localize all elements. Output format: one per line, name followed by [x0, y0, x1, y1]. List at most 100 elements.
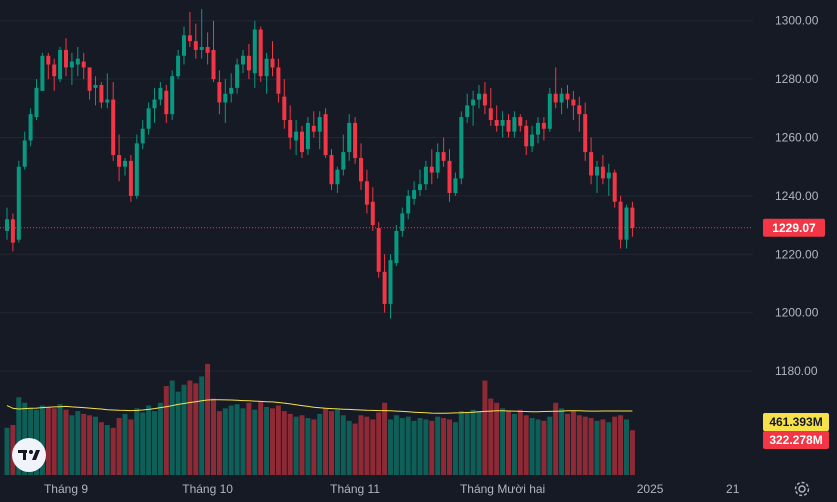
price-tick-label: 1220.00	[775, 247, 819, 261]
candle	[524, 119, 529, 156]
candle-body	[34, 87, 39, 118]
candle	[270, 41, 275, 77]
candle-body	[429, 166, 434, 173]
candle-body	[335, 169, 340, 185]
volume-last-label: 322.278M	[769, 433, 822, 447]
candle-body	[264, 58, 269, 77]
candle	[477, 84, 481, 109]
candle-body	[394, 230, 399, 264]
candle	[317, 111, 322, 150]
candle	[229, 73, 234, 103]
volume-bar	[376, 412, 382, 475]
candle-body	[353, 122, 358, 158]
candle	[176, 49, 181, 80]
candle-body	[10, 219, 15, 243]
candle	[506, 114, 511, 138]
candle-body	[288, 119, 293, 138]
volume-bar	[364, 416, 370, 475]
candle-body	[176, 55, 181, 77]
candle	[429, 149, 434, 185]
time-axis-panel[interactable]	[0, 475, 837, 502]
candle-body	[359, 157, 363, 182]
candle	[418, 169, 422, 196]
candle	[583, 102, 588, 161]
candle-body	[305, 122, 310, 150]
volume-bar	[476, 411, 482, 475]
volume-bar	[612, 416, 618, 475]
price-tick-label: 1260.00	[775, 131, 819, 145]
candle-body	[583, 114, 588, 153]
candle-body	[500, 119, 505, 126]
candle	[577, 96, 582, 132]
volume-bar	[4, 427, 10, 475]
candle-body	[388, 260, 393, 304]
gear-icon[interactable]	[794, 481, 810, 497]
volume-bar	[87, 415, 93, 475]
candle-body	[512, 117, 517, 132]
candle-body	[276, 67, 281, 94]
candle	[205, 32, 210, 65]
candle	[335, 166, 340, 193]
price-tick-label: 1300.00	[775, 14, 819, 28]
candle-body	[229, 87, 234, 94]
candle	[359, 143, 363, 191]
volume-bar	[588, 418, 594, 475]
candle-body	[22, 140, 27, 167]
candle	[34, 79, 39, 120]
candle-body	[382, 271, 387, 304]
candle	[453, 172, 458, 196]
candle	[400, 207, 405, 237]
candle-body	[52, 64, 57, 77]
candle-body	[128, 160, 133, 196]
candle-body	[524, 125, 529, 147]
candle	[128, 155, 133, 202]
candle	[258, 26, 263, 83]
price-axis-panel[interactable]	[753, 0, 837, 475]
candle	[294, 119, 299, 156]
volume-bar	[624, 419, 629, 475]
volume-ma-line	[6, 399, 633, 414]
tradingview-logo[interactable]	[12, 438, 46, 472]
volume-bar	[506, 411, 511, 475]
candle	[152, 87, 157, 123]
volume-last-tag: 322.278M	[763, 431, 829, 449]
candle	[471, 90, 476, 126]
candle	[10, 213, 15, 252]
candle-body	[571, 99, 576, 106]
candle-body	[323, 114, 328, 156]
volume-bar	[305, 418, 311, 475]
volume-bar	[452, 422, 458, 475]
volume-bar	[110, 427, 116, 475]
candle-body	[193, 41, 198, 50]
volume-bar	[334, 409, 340, 475]
candle	[305, 117, 310, 156]
candle	[500, 111, 505, 138]
volume-bar	[216, 411, 222, 475]
candle	[28, 108, 33, 147]
candle	[595, 160, 599, 193]
candle-body	[329, 155, 334, 185]
candle	[264, 52, 269, 94]
candle-body	[258, 29, 263, 77]
candle-body	[294, 131, 299, 141]
candle	[600, 155, 605, 185]
candle	[99, 82, 104, 109]
candle	[612, 169, 617, 208]
volume-bar	[323, 408, 329, 475]
time-tick-label: Tháng Mười hai	[460, 482, 545, 496]
candle-body	[246, 55, 251, 71]
volume-bar	[134, 408, 140, 475]
candle	[235, 58, 240, 94]
volume-bar	[529, 418, 535, 475]
volume-bar	[293, 416, 299, 475]
volume-bar	[441, 418, 447, 475]
volume-ma-label: 461.393M	[769, 415, 822, 429]
candle-body	[536, 122, 540, 135]
volume-ma-tag: 461.393M	[763, 413, 829, 431]
volume-bar	[393, 415, 399, 475]
candle	[52, 58, 57, 91]
candle	[58, 47, 63, 83]
candle	[193, 23, 198, 59]
volume-bar	[222, 408, 228, 475]
